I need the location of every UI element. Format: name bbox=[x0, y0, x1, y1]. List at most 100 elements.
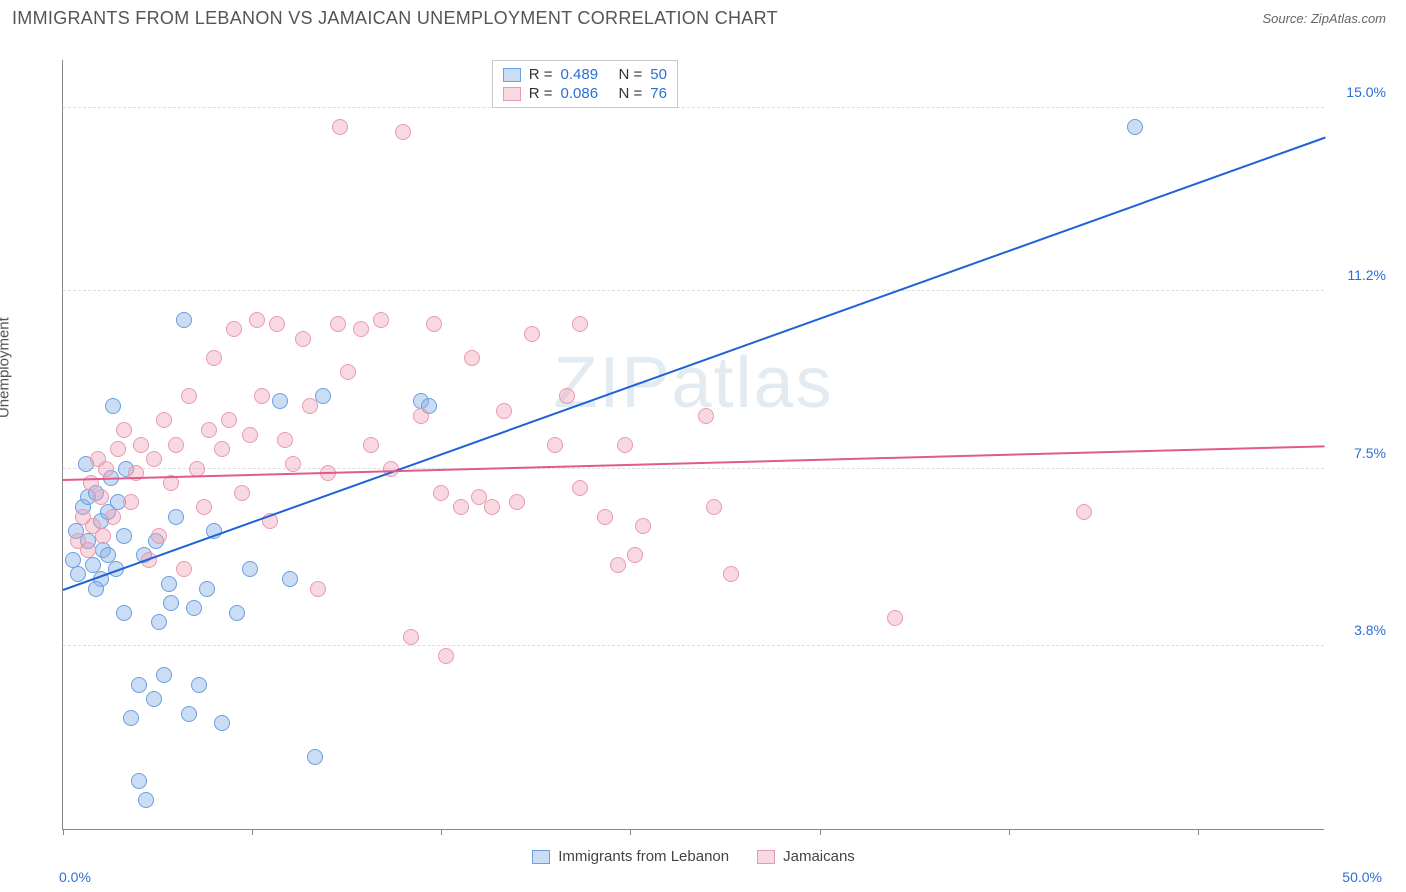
scatter-point bbox=[277, 432, 293, 448]
scatter-point bbox=[88, 581, 104, 597]
scatter-point bbox=[110, 441, 126, 457]
legend-stats: R =0.489N =50R =0.086N =76 bbox=[492, 60, 678, 108]
scatter-point bbox=[302, 398, 318, 414]
y-tick-label: 15.0% bbox=[1346, 84, 1386, 100]
scatter-point bbox=[413, 408, 429, 424]
scatter-point bbox=[95, 528, 111, 544]
scatter-point bbox=[353, 321, 369, 337]
chart-title: IMMIGRANTS FROM LEBANON VS JAMAICAN UNEM… bbox=[12, 8, 778, 29]
scatter-point bbox=[123, 494, 139, 510]
scatter-point bbox=[282, 571, 298, 587]
scatter-point bbox=[131, 677, 147, 693]
scatter-point bbox=[438, 648, 454, 664]
scatter-point bbox=[156, 412, 172, 428]
legend-item-label: Jamaicans bbox=[783, 848, 855, 865]
scatter-point bbox=[242, 561, 258, 577]
scatter-point bbox=[201, 422, 217, 438]
legend-swatch bbox=[503, 68, 521, 82]
scatter-point bbox=[572, 480, 588, 496]
scatter-point bbox=[332, 119, 348, 135]
y-tick-label: 7.5% bbox=[1354, 445, 1386, 461]
scatter-point bbox=[572, 316, 588, 332]
scatter-point bbox=[156, 667, 172, 683]
scatter-point bbox=[196, 499, 212, 515]
legend-N-value: 76 bbox=[650, 85, 667, 102]
scatter-point bbox=[199, 581, 215, 597]
scatter-point bbox=[509, 494, 525, 510]
legend-R-label: R = bbox=[529, 66, 553, 83]
scatter-point bbox=[206, 350, 222, 366]
scatter-point bbox=[269, 316, 285, 332]
scatter-point bbox=[105, 509, 121, 525]
scatter-point bbox=[627, 547, 643, 563]
scatter-point bbox=[168, 509, 184, 525]
trend-line bbox=[63, 137, 1326, 591]
scatter-point bbox=[1076, 504, 1092, 520]
scatter-point bbox=[887, 610, 903, 626]
legend-item-label: Immigrants from Lebanon bbox=[558, 848, 729, 865]
gridline bbox=[63, 107, 1324, 108]
plot-area: ZIPatlas R =0.489N =50R =0.086N =76 Immi… bbox=[62, 60, 1324, 830]
scatter-point bbox=[433, 485, 449, 501]
legend-series: Immigrants from Lebanon Jamaicans bbox=[63, 848, 1324, 865]
scatter-point bbox=[395, 124, 411, 140]
scatter-point bbox=[226, 321, 242, 337]
x-tick bbox=[820, 829, 821, 835]
legend-N-value: 50 bbox=[650, 66, 667, 83]
scatter-point bbox=[363, 437, 379, 453]
x-tick bbox=[1198, 829, 1199, 835]
scatter-point bbox=[176, 312, 192, 328]
scatter-point bbox=[70, 566, 86, 582]
scatter-point bbox=[151, 614, 167, 630]
legend-stat-row: R =0.086N =76 bbox=[503, 84, 667, 103]
scatter-point bbox=[617, 437, 633, 453]
scatter-point bbox=[547, 437, 563, 453]
scatter-point bbox=[484, 499, 500, 515]
scatter-point bbox=[330, 316, 346, 332]
scatter-point bbox=[138, 792, 154, 808]
legend-swatch bbox=[532, 850, 550, 864]
gridline bbox=[63, 645, 1324, 646]
scatter-point bbox=[249, 312, 265, 328]
scatter-point bbox=[80, 542, 96, 558]
scatter-point bbox=[698, 408, 714, 424]
scatter-point bbox=[453, 499, 469, 515]
x-tick bbox=[441, 829, 442, 835]
scatter-point bbox=[272, 393, 288, 409]
scatter-point bbox=[706, 499, 722, 515]
scatter-point bbox=[597, 509, 613, 525]
gridline bbox=[63, 468, 1324, 469]
scatter-point bbox=[610, 557, 626, 573]
scatter-point bbox=[105, 398, 121, 414]
scatter-point bbox=[133, 437, 149, 453]
legend-R-label: R = bbox=[529, 85, 553, 102]
scatter-point bbox=[146, 691, 162, 707]
scatter-point bbox=[254, 388, 270, 404]
scatter-point bbox=[151, 528, 167, 544]
legend-item: Immigrants from Lebanon bbox=[532, 848, 729, 865]
scatter-point bbox=[176, 561, 192, 577]
x-tick bbox=[63, 829, 64, 835]
scatter-point bbox=[723, 566, 739, 582]
scatter-point bbox=[559, 388, 575, 404]
x-tick-label-max: 50.0% bbox=[1342, 869, 1382, 885]
y-tick-label: 3.8% bbox=[1354, 622, 1386, 638]
legend-N-label: N = bbox=[619, 66, 643, 83]
legend-item: Jamaicans bbox=[757, 848, 855, 865]
scatter-point bbox=[100, 547, 116, 563]
scatter-point bbox=[373, 312, 389, 328]
scatter-point bbox=[191, 677, 207, 693]
x-tick-label-min: 0.0% bbox=[59, 869, 91, 885]
scatter-point bbox=[98, 461, 114, 477]
scatter-point bbox=[181, 706, 197, 722]
scatter-point bbox=[234, 485, 250, 501]
chart-container: Unemployment ZIPatlas R =0.489N =50R =0.… bbox=[12, 40, 1394, 880]
x-tick bbox=[252, 829, 253, 835]
scatter-point bbox=[181, 388, 197, 404]
x-tick bbox=[630, 829, 631, 835]
scatter-point bbox=[214, 441, 230, 457]
scatter-point bbox=[464, 350, 480, 366]
scatter-point bbox=[186, 600, 202, 616]
scatter-point bbox=[1127, 119, 1143, 135]
legend-swatch bbox=[757, 850, 775, 864]
